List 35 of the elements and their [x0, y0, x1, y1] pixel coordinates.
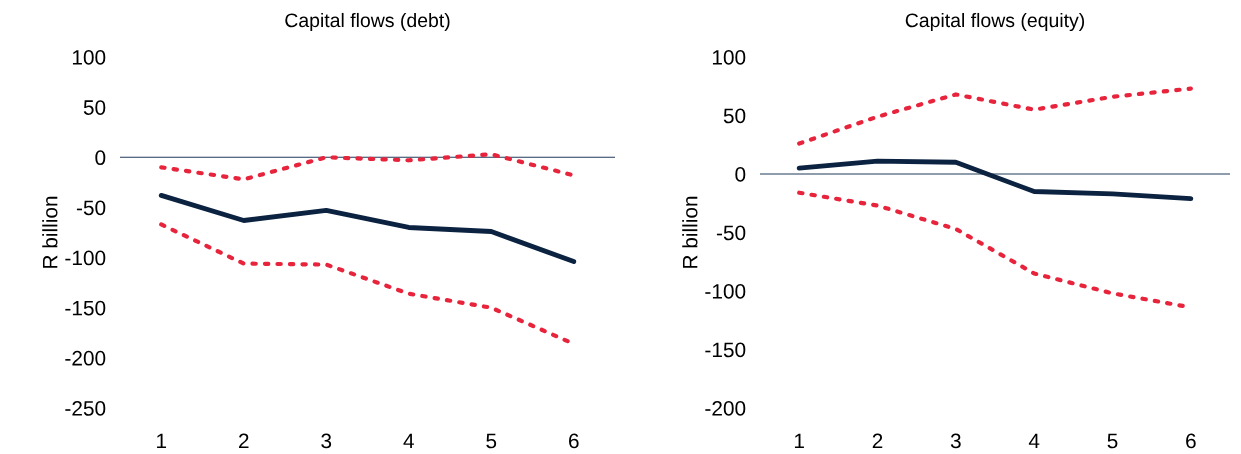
y-tick-label: 0 — [95, 150, 106, 166]
y-tick-label: -250 — [65, 401, 106, 416]
line-series — [159, 152, 576, 182]
x-tick-label: 4 — [1028, 433, 1040, 449]
y-tick-label: 0 — [735, 167, 746, 182]
y-tick-label: 100 — [712, 50, 746, 65]
x-tick-label: 3 — [950, 433, 961, 449]
x-tick-label: 2 — [872, 433, 883, 449]
y-tick-label: -200 — [65, 350, 106, 366]
line-series — [158, 192, 577, 265]
chart-title: Capital flows (debt) — [285, 12, 450, 32]
x-tick-label: 2 — [239, 433, 249, 449]
y-tick-label: -50 — [76, 200, 106, 216]
y-tick-label: 50 — [83, 100, 106, 115]
y-axis-title: R billion — [42, 196, 58, 268]
x-tick-label: 6 — [1186, 433, 1196, 449]
x-tick-label: 1 — [157, 433, 167, 449]
line-series — [796, 158, 1194, 201]
x-tick-label: 6 — [569, 433, 579, 449]
y-tick-label: 50 — [723, 108, 746, 124]
y-tick-label: -150 — [705, 342, 746, 358]
x-tick-label: 5 — [1107, 433, 1118, 449]
y-axis-title: R billion — [682, 196, 698, 268]
y-tick-label: -150 — [65, 300, 106, 316]
line-series — [797, 86, 1193, 146]
y-tick-label: 100 — [72, 50, 106, 65]
x-tick-label: 5 — [486, 433, 497, 449]
y-tick-label: -50 — [716, 225, 746, 241]
y-tick-label: -100 — [705, 284, 746, 299]
x-tick-label: 4 — [403, 433, 414, 449]
y-tick-label: -100 — [65, 250, 106, 266]
chart-title: Capital flows (equity) — [905, 12, 1085, 32]
x-tick-label: 1 — [794, 433, 804, 449]
x-tick-label: 3 — [321, 433, 332, 449]
y-tick-label: -200 — [705, 401, 746, 416]
